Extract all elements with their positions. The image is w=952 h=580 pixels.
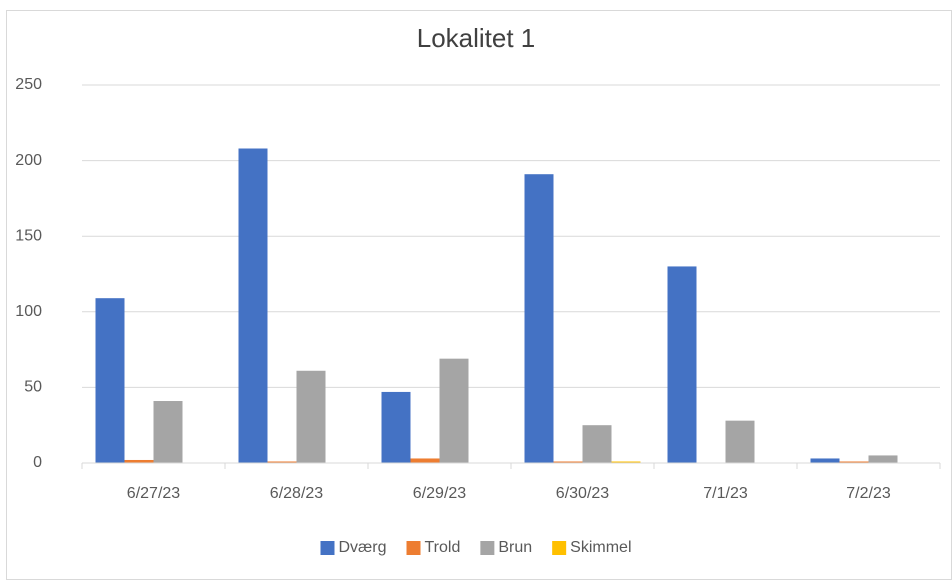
bar	[667, 266, 697, 463]
chart-border	[6, 10, 952, 580]
legend-swatch	[480, 541, 495, 555]
legend-label: Trold	[425, 539, 461, 556]
bar	[410, 458, 440, 463]
legend-label: Dværg	[338, 539, 386, 556]
bar	[524, 174, 554, 463]
bar	[725, 420, 755, 463]
bar	[582, 425, 612, 463]
x-tick-label: 6/30/23	[556, 485, 609, 502]
bar	[611, 461, 641, 463]
bar	[95, 298, 125, 463]
y-tick-label: 50	[24, 379, 42, 396]
bar	[238, 148, 268, 463]
bar	[267, 461, 297, 463]
bar	[439, 358, 469, 463]
bar	[839, 461, 869, 463]
bar	[868, 455, 898, 463]
y-tick-label: 250	[15, 76, 42, 93]
y-tick-label: 200	[15, 152, 42, 169]
legend-label: Skimmel	[570, 539, 631, 556]
y-tick-label: 100	[15, 303, 42, 320]
bar	[153, 401, 183, 463]
x-tick-label: 6/27/23	[127, 485, 180, 502]
bar	[810, 458, 840, 463]
x-tick-label: 6/28/23	[270, 485, 323, 502]
legend-swatch	[552, 541, 567, 555]
y-tick-label: 0	[33, 454, 42, 471]
x-tick-label: 7/2/23	[846, 485, 891, 502]
y-tick-label: 150	[15, 227, 42, 244]
bar	[553, 461, 583, 463]
legend-label: Brun	[498, 539, 532, 556]
chart-title: Lokalitet 1	[417, 23, 536, 53]
legend-swatch	[320, 541, 335, 555]
bar	[124, 459, 154, 463]
bar	[381, 391, 411, 463]
legend-swatch	[406, 541, 421, 555]
bar	[296, 370, 326, 463]
x-tick-label: 6/29/23	[413, 485, 466, 502]
x-tick-label: 7/1/23	[703, 485, 748, 502]
